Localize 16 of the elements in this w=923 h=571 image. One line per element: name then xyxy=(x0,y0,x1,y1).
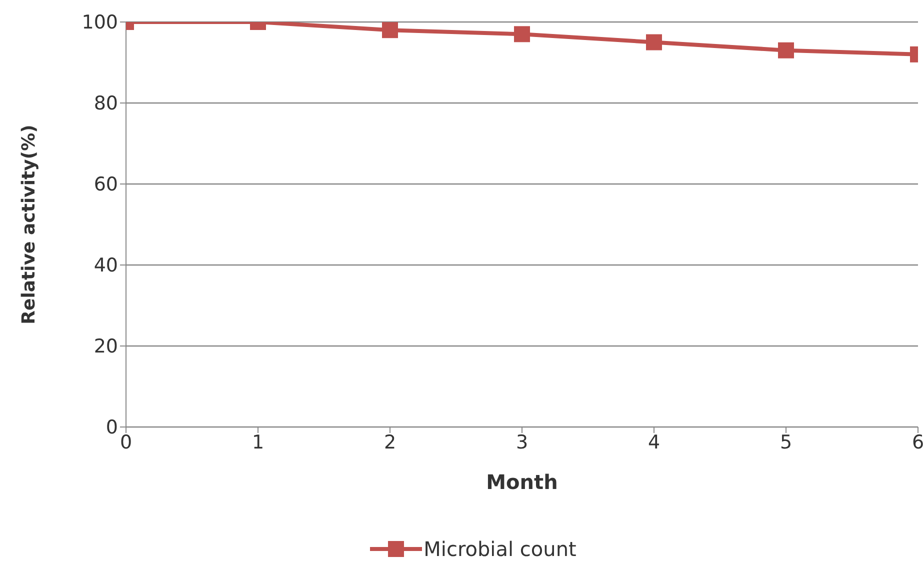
y-axis-title: Relative activity(%) xyxy=(18,124,40,324)
x-tick-label: 3 xyxy=(516,431,528,454)
x-tick-label: 2 xyxy=(384,431,396,454)
y-tick-label: 80 xyxy=(94,92,118,115)
x-tick-label: 1 xyxy=(252,431,264,454)
y-tick-label: 60 xyxy=(94,174,118,196)
legend-label: Microbial count xyxy=(422,537,576,561)
x-tick-label: 4 xyxy=(648,431,660,454)
x-axis-title: Month xyxy=(486,470,558,494)
y-tick-label: 20 xyxy=(94,336,118,358)
x-tick-label: 5 xyxy=(780,431,792,454)
y-tick-label: 100 xyxy=(82,12,118,34)
y-tick-label: 0 xyxy=(106,416,118,439)
y-tick-label: 40 xyxy=(94,254,118,277)
x-tick-label: 0 xyxy=(120,431,132,454)
x-tick-label: 6 xyxy=(912,431,923,454)
